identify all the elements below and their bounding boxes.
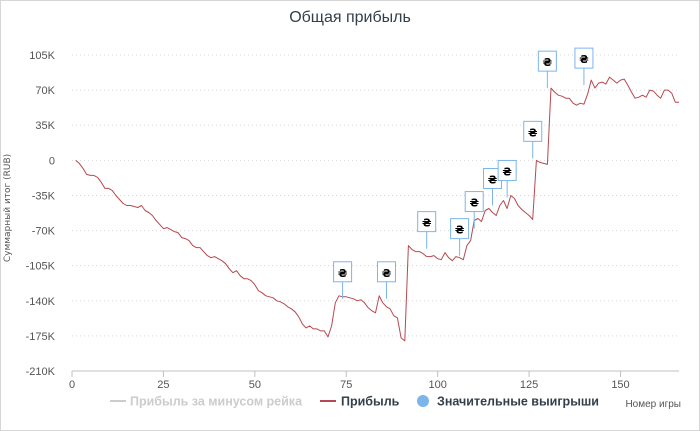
flag-symbol: ₴	[455, 224, 464, 237]
flag-symbol: ₴	[382, 267, 391, 280]
y-tick-label: -105K	[26, 261, 56, 273]
flag-symbol: ₴	[528, 126, 537, 139]
chart-title: Общая прибыль	[289, 9, 411, 26]
flag-marker: ₴	[450, 218, 470, 256]
flag-symbol: ₴	[488, 173, 497, 186]
flag-symbol: ₴	[422, 217, 431, 230]
x-tick-label: 75	[340, 379, 352, 391]
y-axis-ticks: 105K 70K 35K 0 -35K -70K -105K -140K -175K -210K	[26, 50, 56, 378]
flag-symbol: ₴	[502, 165, 511, 178]
y-tick-label: -140K	[26, 296, 56, 308]
profit-series-line	[75, 76, 679, 342]
y-tick-label: 0	[49, 155, 55, 167]
x-axis: 0 25 50 75 100 125 150	[69, 370, 679, 391]
x-axis-label: Номер игры	[625, 399, 681, 410]
legend-item-big-wins[interactable]: Значительные выигрыши	[417, 395, 599, 409]
flags-group: ₴ ₴ ₴ ₴ ₴ ₴ ₴ ₴ ₴ ₴	[333, 47, 594, 299]
flag-box	[537, 50, 557, 72]
flag-marker: ₴	[537, 50, 557, 89]
legend-label: Значительные выигрыши	[437, 395, 599, 409]
flag-box	[333, 261, 353, 283]
flag-box	[376, 261, 396, 283]
flag-marker: ₴	[523, 120, 543, 159]
y-axis-label: Суммарный итог (RUB)	[3, 154, 13, 262]
flag-symbol: ₴	[338, 267, 347, 280]
flag-box	[523, 120, 543, 142]
flag-marker: ₴	[497, 159, 517, 198]
legend-item-net-profit[interactable]: Прибыль за минусом рейка	[110, 395, 303, 409]
flag-marker: ₴	[483, 167, 503, 206]
legend-label: Прибыль	[341, 395, 400, 409]
flag-box	[450, 218, 470, 240]
y-tick-label: 70K	[35, 85, 55, 97]
legend-symbol	[417, 395, 429, 407]
flag-symbol: ₴	[579, 53, 588, 66]
y-tick-label: -35K	[32, 190, 56, 202]
x-tick-label: 25	[157, 379, 169, 391]
x-tick-label: 100	[428, 379, 446, 391]
legend: Прибыль за минусом рейка Прибыль Значитель…	[110, 395, 599, 409]
y-tick-label: 105K	[29, 50, 55, 62]
series-group	[75, 76, 679, 342]
x-tick-label: 125	[520, 379, 538, 391]
flag-box	[574, 47, 594, 69]
flag-marker: ₴	[376, 261, 396, 299]
legend-item-profit[interactable]: Прибыль	[320, 395, 400, 409]
y-tick-label: -210K	[26, 366, 56, 378]
x-tick-label: 50	[249, 379, 261, 391]
x-tick-label: 0	[69, 379, 75, 391]
flag-symbol: ₴	[543, 56, 552, 69]
legend-label: Прибыль за минусом рейка	[130, 395, 303, 409]
grid-lines	[72, 54, 679, 337]
flag-box	[497, 159, 517, 181]
flag-marker: ₴	[574, 47, 594, 86]
y-tick-label: -175K	[26, 331, 56, 343]
flag-marker: ₴	[417, 211, 437, 249]
flag-box	[417, 211, 437, 233]
flag-symbol: ₴	[470, 197, 479, 210]
flag-marker: ₴	[464, 191, 484, 229]
flag-marker: ₴	[333, 261, 353, 299]
x-tick-label: 150	[611, 379, 629, 391]
y-tick-label: 35K	[35, 120, 55, 132]
y-tick-label: -70K	[32, 226, 56, 238]
flag-box	[464, 191, 484, 213]
